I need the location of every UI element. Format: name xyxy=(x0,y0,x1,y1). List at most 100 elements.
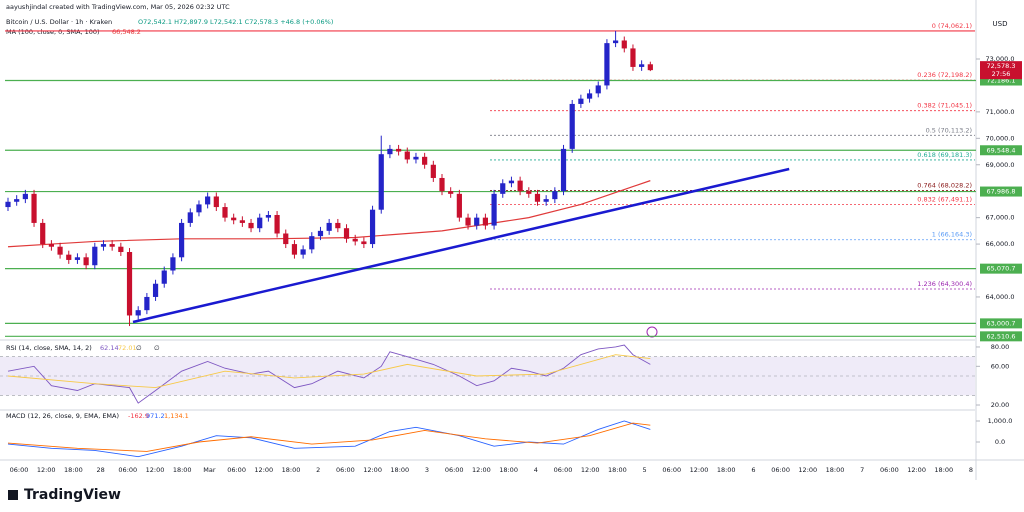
candle-body xyxy=(48,244,54,247)
candle-body xyxy=(326,222,332,231)
level-badge-label: 67,986.8 xyxy=(987,188,1016,196)
fib-label: 0.832 (67,491.1) xyxy=(917,196,972,204)
candle-body xyxy=(621,40,627,49)
candle-body xyxy=(5,201,11,208)
fib-label: 1.236 (64,300.4) xyxy=(917,280,972,288)
event-icon[interactable] xyxy=(646,326,658,338)
level-badge xyxy=(980,145,1022,156)
fib-label: 1 (66,164.3) xyxy=(932,231,972,239)
macd-line xyxy=(7,422,651,452)
candle-body xyxy=(560,148,567,192)
candle-body xyxy=(630,48,636,67)
price-badge xyxy=(980,61,1022,80)
candle-body xyxy=(578,98,584,104)
candle-body xyxy=(404,151,410,160)
candle-body xyxy=(534,193,541,202)
level-badge-label: 63,000.7 xyxy=(987,319,1016,327)
candle-body xyxy=(552,191,558,200)
candle-body xyxy=(309,236,315,250)
logo: TradingView xyxy=(8,487,121,503)
legend-value: 72.01 xyxy=(118,344,137,352)
candle-body xyxy=(491,193,497,226)
x-tick-label: 2 xyxy=(316,466,320,474)
x-tick-label: 06:00 xyxy=(662,466,681,474)
legend-value: ∅ xyxy=(154,344,160,352)
x-tick-label: 5 xyxy=(643,466,647,474)
candle-body xyxy=(543,199,549,202)
fib-label: 0.236 (72,198.2) xyxy=(917,71,972,79)
countdown: 27:56 xyxy=(992,70,1011,78)
candle-body xyxy=(22,193,28,200)
level-badge-label: 69,548.4 xyxy=(987,146,1016,154)
candle-body xyxy=(500,183,506,194)
y-tick-label: 60.00 xyxy=(991,362,1010,370)
candle-body xyxy=(300,249,306,255)
x-tick-label: 12:00 xyxy=(907,466,926,474)
candle-body xyxy=(74,257,81,260)
candle-body xyxy=(474,217,480,226)
y-tick-label: 64,000.0 xyxy=(986,293,1015,301)
candle-body xyxy=(387,148,393,155)
y-tick-label: 20.00 xyxy=(991,401,1010,409)
x-tick-label: 06:00 xyxy=(880,466,899,474)
level-badge-label: 62,510.6 xyxy=(987,332,1016,340)
y-tick-label: 71,000.0 xyxy=(986,108,1015,116)
x-tick-label: 18:00 xyxy=(717,466,736,474)
candle-body xyxy=(179,222,185,258)
candle-body xyxy=(517,180,523,192)
candle-body xyxy=(161,270,167,284)
credit: aayushjindal created with TradingView.co… xyxy=(6,3,230,11)
x-tick-label: 06:00 xyxy=(771,466,790,474)
candle-body xyxy=(274,214,280,234)
x-tick-label: 8 xyxy=(969,466,973,474)
y-tick-label: 69,000.0 xyxy=(986,161,1015,169)
candle-body xyxy=(639,64,645,67)
candle-body xyxy=(83,257,89,266)
currency: USD xyxy=(993,20,1008,28)
candle-body xyxy=(291,244,298,255)
candle-body xyxy=(31,193,37,223)
candle-body xyxy=(265,214,271,218)
candle-body xyxy=(257,217,263,229)
x-tick-label: 12:00 xyxy=(363,466,382,474)
candle-body xyxy=(369,209,376,245)
candle-body xyxy=(448,191,454,194)
x-tick-label: 06:00 xyxy=(10,466,29,474)
y-tick-label: 0.0 xyxy=(995,438,1005,446)
x-tick-label: 28 xyxy=(96,466,104,474)
legend-value: 971.2 xyxy=(146,412,165,420)
price-badge-label: 72,578.3 xyxy=(987,62,1016,70)
candle-body xyxy=(40,222,46,245)
y-tick-label: 80.00 xyxy=(991,343,1010,351)
x-tick-label: 06:00 xyxy=(118,466,137,474)
fib-label: 0.5 (70,113.2) xyxy=(926,126,972,134)
x-tick-label: 18:00 xyxy=(282,466,301,474)
fib-label: 0.764 (68,028.2) xyxy=(917,181,972,189)
x-tick-label: 06:00 xyxy=(554,466,573,474)
candle-body xyxy=(152,283,159,297)
x-tick-label: 12:00 xyxy=(254,466,273,474)
candle-body xyxy=(465,217,471,226)
level-badge xyxy=(980,186,1022,197)
candle-body xyxy=(352,238,358,242)
y-tick-label: 70,000.0 xyxy=(986,134,1015,142)
fib-label: 0.382 (71,045.1) xyxy=(917,102,972,110)
candle-body xyxy=(526,191,532,194)
candle-body xyxy=(196,204,202,213)
x-tick-label: 18:00 xyxy=(64,466,83,474)
fib-label: 0.618 (69,181.3) xyxy=(917,151,972,159)
y-tick-label: 66,000.0 xyxy=(986,240,1015,248)
trendline xyxy=(132,167,790,324)
x-tick-label: 12:00 xyxy=(581,466,600,474)
x-tick-label: 06:00 xyxy=(336,466,355,474)
candle-body xyxy=(343,228,350,239)
candle-body xyxy=(413,156,419,160)
legend-value: 1,134.1 xyxy=(164,412,189,420)
candle-body xyxy=(647,64,653,71)
ohlc: O72,542.1 H72,897.9 L72,542.1 C72,578.3 … xyxy=(138,18,333,26)
candle-body xyxy=(66,254,72,260)
candle-body xyxy=(430,164,436,178)
level-badge-label: 72,186.1 xyxy=(987,77,1016,85)
candle-body xyxy=(205,196,211,205)
